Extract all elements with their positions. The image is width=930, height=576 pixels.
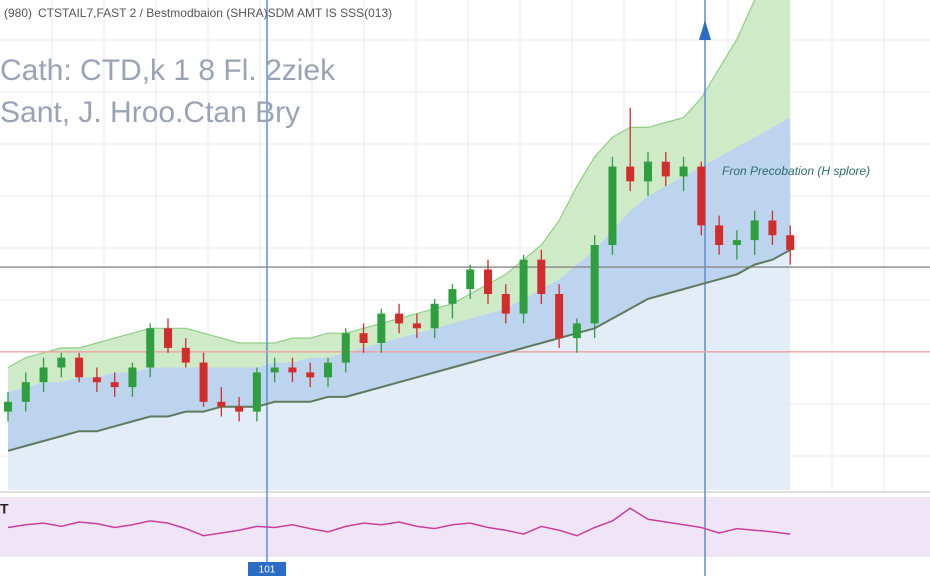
candle-body	[235, 406, 244, 412]
candle-body	[377, 313, 386, 343]
candle-body	[359, 333, 368, 343]
candle-body	[555, 294, 564, 339]
candle-body	[92, 377, 101, 383]
candle-body	[661, 161, 670, 177]
candle-body	[57, 357, 66, 368]
candle-body	[448, 289, 457, 304]
candle-body	[412, 323, 421, 329]
candle-body	[252, 372, 261, 412]
badge: (980)	[4, 6, 32, 20]
rsi-line	[7, 507, 791, 537]
candle-body	[288, 367, 297, 373]
candle-body	[75, 357, 84, 378]
candle-body	[590, 245, 599, 324]
candle-body	[750, 220, 759, 241]
candle-body	[146, 328, 155, 368]
overlay-text: Sant, J. Hroo.Ctan Bry	[0, 96, 300, 129]
plot	[0, 107, 930, 537]
candle-body	[697, 166, 706, 226]
candle-body	[324, 362, 332, 378]
rsi-panel	[0, 497, 930, 557]
candle-body	[430, 303, 439, 329]
candle-body	[501, 294, 510, 314]
candle-body	[715, 225, 724, 245]
candle-body	[341, 333, 350, 363]
x-badge-box	[248, 562, 286, 576]
candle-body	[644, 161, 652, 182]
arrow	[699, 20, 711, 40]
candle-body	[110, 382, 119, 388]
candle-body	[181, 347, 190, 363]
x-badge: 101	[259, 565, 276, 576]
candle-body	[519, 259, 528, 314]
candle-body	[732, 240, 741, 245]
candle-body	[395, 313, 404, 324]
candle-body	[466, 269, 475, 290]
candle-body	[306, 372, 315, 378]
candle-body	[786, 235, 795, 250]
candle-body	[484, 269, 492, 294]
band-upper	[8, 0, 791, 392]
candle-body	[164, 328, 172, 348]
overlay-text: Cath: CTD,k 1 8 Fl. 2ziek	[0, 54, 336, 87]
candle-body	[270, 367, 279, 373]
title: CTSTAIL7,FAST 2 / Bestmodbaion (SHRA)SDM…	[38, 6, 392, 20]
candle-body	[768, 220, 777, 236]
candle-body	[572, 323, 581, 339]
candle-body	[199, 362, 208, 402]
candle-body	[537, 259, 546, 294]
candle-body	[608, 166, 617, 245]
candle-body	[4, 401, 12, 412]
annotation: Fron Precobation (H splore)	[722, 164, 870, 178]
candle-body	[128, 367, 137, 388]
candle-body	[679, 166, 688, 177]
candle-body	[39, 367, 48, 383]
ma-line	[7, 249, 791, 452]
rsi-label: T	[0, 501, 9, 517]
candle-body	[21, 382, 30, 402]
candle-body	[217, 401, 226, 407]
candle-body	[626, 166, 635, 182]
